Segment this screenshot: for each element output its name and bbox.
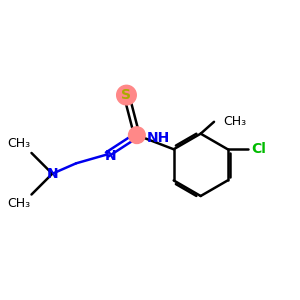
Text: CH₃: CH₃ [7,197,30,211]
Text: CH₃: CH₃ [223,115,246,128]
Text: N: N [46,167,58,181]
Text: N: N [105,149,117,163]
Text: S: S [122,88,131,102]
Text: CH₃: CH₃ [7,137,30,150]
Circle shape [117,85,136,105]
Circle shape [128,127,145,143]
Text: Cl: Cl [251,142,266,156]
Text: NH: NH [147,131,170,145]
